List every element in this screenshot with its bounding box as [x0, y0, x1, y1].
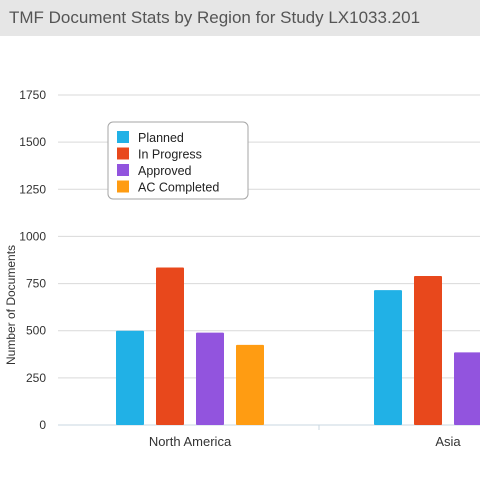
bar-in-progress: [156, 267, 184, 425]
bar-planned: [374, 290, 402, 425]
legend-item-label: Planned: [138, 131, 184, 145]
legend-swatch: [117, 180, 129, 193]
y-tick-label: 1250: [19, 182, 46, 196]
y-tick-label: 1750: [19, 88, 46, 102]
legend-item-label: In Progress: [138, 148, 202, 162]
legend-swatch: [117, 147, 129, 160]
bar-approved: [196, 332, 224, 425]
bar-ac-completed: [236, 344, 264, 425]
bar-planned: [116, 330, 144, 425]
legend-item-label: AC Completed: [138, 181, 219, 195]
bar-chart: 0 250 500 750 1000 1250 1500 1750 Number of Docu…: [4, 88, 480, 449]
header-bar: TMF Document Stats by Region for Study L…: [0, 0, 480, 36]
y-tick-label: 1500: [19, 135, 46, 149]
y-tick-label: 1000: [19, 229, 46, 243]
y-tick-label: 750: [26, 277, 46, 291]
y-tick-label: 0: [39, 418, 46, 432]
x-tick-label: North America: [149, 434, 232, 449]
page-title: TMF Document Stats by Region for Study L…: [9, 8, 421, 27]
legend-swatch: [117, 131, 129, 143]
bar-in-progress: [414, 276, 442, 425]
legend-box: [107, 121, 249, 200]
chart-area: 0 250 500 750 1000 1250 1500 1750 Number of Docu…: [0, 36, 480, 480]
y-tick-label: 250: [26, 371, 46, 385]
legend-item-label: Approved: [138, 164, 192, 178]
bar-approved: [454, 352, 480, 425]
x-tick-label: Asia: [435, 434, 461, 449]
y-tick-label: 500: [26, 324, 46, 338]
legend-swatch: [117, 164, 129, 176]
y-axis-title: Number of Documents: [4, 245, 18, 365]
